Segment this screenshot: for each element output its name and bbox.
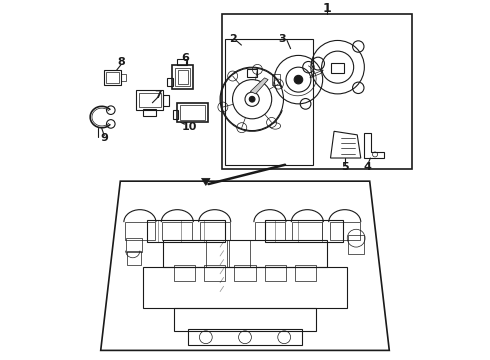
Bar [200, 222, 230, 240]
Bar [178, 70, 188, 84]
Text: 1: 1 [322, 2, 331, 15]
Bar [265, 265, 286, 281]
Text: 8: 8 [117, 57, 125, 67]
Bar [127, 251, 141, 265]
Bar [265, 220, 343, 242]
Bar [255, 222, 285, 240]
Bar [106, 72, 119, 83]
Bar [163, 95, 170, 105]
Bar [162, 222, 192, 240]
Bar [167, 78, 173, 86]
Bar [144, 109, 156, 116]
Polygon shape [250, 78, 268, 94]
Text: 6: 6 [182, 53, 190, 63]
Bar [177, 103, 208, 122]
Bar [225, 39, 313, 165]
Bar [147, 220, 225, 242]
Circle shape [294, 75, 303, 84]
Bar [206, 240, 227, 267]
Circle shape [249, 96, 255, 102]
Bar [295, 265, 316, 281]
Text: 9: 9 [100, 134, 108, 143]
Bar [348, 235, 365, 254]
Text: 5: 5 [341, 162, 348, 172]
Text: 10: 10 [182, 122, 197, 132]
Bar [188, 329, 302, 345]
Bar [293, 222, 322, 240]
Text: 2: 2 [229, 34, 236, 44]
Bar [331, 63, 344, 72]
Bar [163, 240, 327, 267]
Bar [204, 265, 225, 281]
Bar [125, 222, 155, 240]
Bar [222, 14, 413, 169]
Bar [272, 74, 280, 85]
Bar [144, 267, 346, 308]
Bar [229, 240, 250, 267]
Bar [174, 308, 316, 331]
Bar [172, 65, 194, 89]
Bar [247, 69, 257, 77]
Text: 3: 3 [279, 34, 286, 44]
Polygon shape [201, 178, 210, 185]
Bar [139, 93, 161, 107]
Text: 4: 4 [364, 162, 372, 172]
Bar [330, 222, 360, 240]
Text: 7: 7 [154, 90, 162, 100]
Bar [177, 59, 187, 65]
Bar [175, 68, 191, 86]
Bar [234, 265, 256, 281]
Bar [122, 73, 125, 81]
Bar [173, 110, 178, 119]
Bar [125, 238, 142, 252]
Bar [104, 70, 122, 85]
Bar [180, 105, 205, 120]
Bar [174, 265, 195, 281]
Bar [136, 90, 163, 110]
